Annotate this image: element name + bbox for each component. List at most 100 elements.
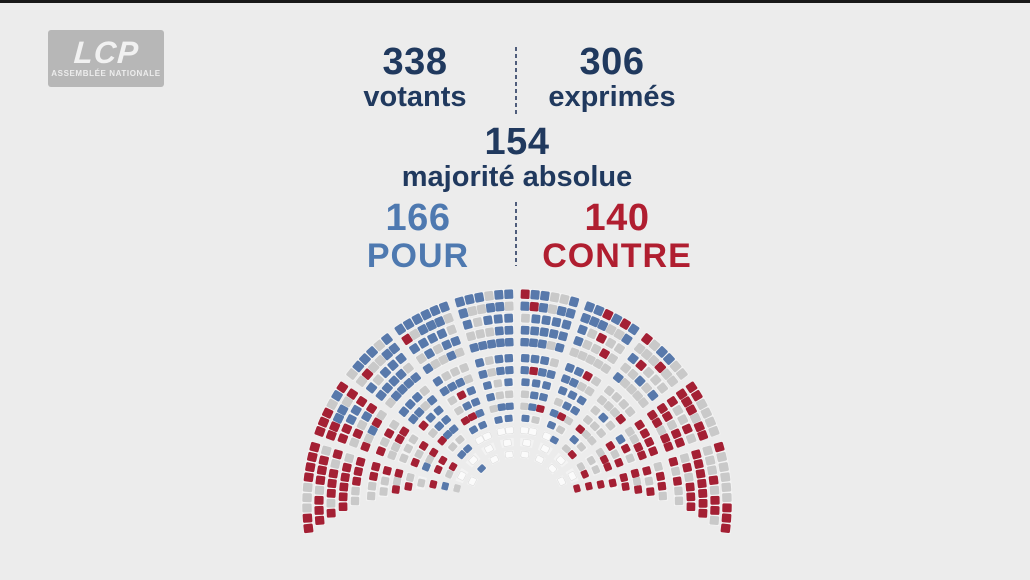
seat-non_votant	[493, 379, 503, 388]
seat-non_votant	[553, 397, 564, 407]
seat-non_votant	[585, 354, 596, 365]
seat-contre	[713, 441, 725, 453]
seat-contre	[710, 495, 720, 505]
seat-contre	[697, 478, 707, 489]
seat-non_votant	[403, 443, 414, 454]
seat-pour	[548, 329, 559, 339]
seat-pour	[580, 312, 591, 324]
stat-majorite-absolue: 154 majorité absolue	[367, 122, 667, 193]
seat-pour	[530, 326, 540, 336]
seat-non_votant	[656, 382, 669, 394]
seat-contre	[693, 421, 705, 433]
seat-contre	[695, 468, 706, 479]
seat-pour	[557, 386, 568, 396]
seat-non_votant	[367, 481, 377, 491]
seat-pour	[388, 342, 400, 355]
seat-row-track	[584, 453, 602, 476]
seat-contre	[366, 403, 378, 414]
seat-non_votant	[676, 368, 688, 380]
seat-contre	[648, 446, 659, 457]
seat-non_votant	[341, 396, 353, 408]
seat-contre	[584, 481, 593, 491]
seat-non_votant	[705, 455, 716, 466]
seat-non_votant	[677, 414, 689, 426]
seat-pour	[432, 376, 444, 387]
seat-non_votant	[660, 368, 673, 380]
seat-pour	[438, 301, 450, 313]
seat-non_votant	[702, 445, 713, 456]
seat-pour	[505, 402, 514, 411]
seat-non_votant	[409, 328, 421, 340]
seat-non_votant	[549, 292, 560, 303]
seat-contre	[633, 442, 644, 453]
seat-pour	[541, 381, 552, 390]
seat-pour	[429, 305, 441, 317]
seat-non_votant	[674, 496, 684, 506]
seat-contre	[641, 333, 653, 345]
seat-pour	[573, 366, 584, 377]
seat-contre	[410, 457, 420, 468]
seat-contre	[315, 475, 326, 486]
seat-non_votant	[620, 362, 632, 374]
seat-pour	[556, 305, 567, 317]
seat-non_votant	[718, 462, 729, 473]
seat-non_votant	[618, 399, 629, 410]
seat-contre	[305, 462, 316, 473]
stat-pour: 166 POUR	[268, 198, 568, 274]
seat-pour	[367, 425, 378, 436]
seat-pour	[528, 403, 537, 412]
seat-abstention	[547, 464, 557, 474]
seat-pour	[478, 340, 488, 351]
seat-pour	[379, 366, 392, 379]
seat-non_votant	[302, 503, 312, 513]
seat-row-track	[366, 460, 382, 502]
seat-contre	[520, 289, 530, 300]
seat-pour	[549, 408, 559, 418]
seat-non_votant	[350, 496, 360, 506]
seat-contre	[634, 485, 643, 494]
seat-non_votant	[385, 397, 396, 409]
seat-non_votant	[590, 343, 602, 355]
seat-pour	[505, 366, 514, 375]
seat-pour	[458, 308, 469, 319]
seat-non_votant	[561, 444, 571, 454]
seat-contre	[404, 482, 413, 491]
seat-non_votant	[302, 493, 312, 503]
seat-row-track	[567, 433, 588, 454]
seat-abstention	[520, 450, 530, 459]
seat-pour	[494, 354, 504, 364]
letterbox-bar	[0, 0, 1030, 3]
lcp-logo: LCP ASSEMBLÉE NATIONALE	[48, 30, 164, 87]
seat-contre	[635, 359, 647, 371]
seat-non_votant	[417, 478, 426, 488]
seat-contre	[580, 469, 589, 479]
seat-abstention	[557, 476, 566, 486]
seat-contre	[438, 455, 448, 466]
seat-row-track	[519, 413, 542, 426]
seat-pour	[483, 315, 493, 326]
seat-contre	[429, 447, 439, 458]
seat-pour	[504, 325, 514, 335]
seat-pour	[462, 401, 472, 411]
seat-contre	[341, 423, 353, 435]
seat-non_votant	[638, 397, 649, 408]
exprimes-value: 306	[579, 41, 645, 83]
seat-contre	[369, 471, 379, 482]
seat-pour	[504, 414, 513, 423]
seat-contre	[556, 412, 567, 422]
seat-pour	[551, 317, 562, 328]
seat-non_votant	[366, 491, 376, 501]
seat-non_votant	[428, 428, 438, 438]
seat-pour	[554, 342, 565, 353]
seat-non_votant	[607, 353, 618, 365]
seat-non_votant	[487, 367, 497, 377]
seat-non_votant	[475, 329, 486, 339]
seat-contre	[630, 468, 640, 478]
seat-contre	[371, 461, 381, 472]
seat-non_votant	[670, 466, 681, 477]
seat-pour	[494, 326, 504, 336]
seat-contre	[672, 476, 682, 486]
pour-value: 166	[385, 197, 451, 239]
seat-pour	[388, 375, 400, 387]
